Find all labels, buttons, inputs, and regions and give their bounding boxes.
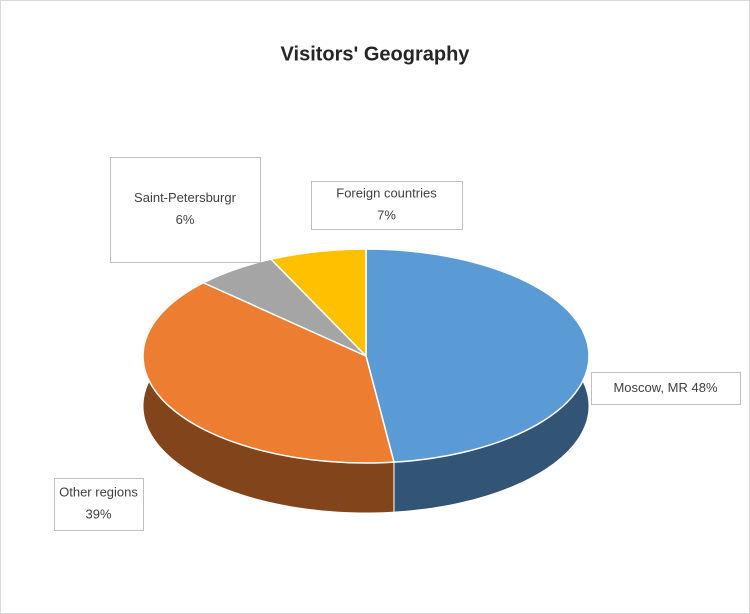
- data-label: Saint-Petersburgr 6%: [110, 157, 261, 263]
- label-box: [311, 181, 463, 230]
- slice: [142, 281, 395, 464]
- label-box: [54, 478, 144, 531]
- chart-title: Visitors' Geography: [281, 43, 471, 65]
- label-value: 39%: [85, 506, 111, 521]
- label-value: 7%: [377, 207, 396, 222]
- label-box: [110, 157, 261, 263]
- label-text: Moscow, MR 48%: [613, 380, 717, 395]
- label-category: Saint-Petersburgr: [134, 190, 237, 205]
- data-label: Moscow, MR 48%: [591, 372, 741, 405]
- label-category: Foreign countries: [336, 185, 437, 200]
- slice: [365, 248, 590, 463]
- label-value: 48%: [692, 380, 718, 395]
- data-label: Foreign countries 7%: [311, 181, 463, 230]
- pie-tops: [142, 248, 590, 464]
- label-box: [591, 372, 741, 405]
- data-label: Other regions 39%: [54, 478, 144, 531]
- label-category: Other regions: [59, 484, 138, 499]
- slice: [269, 248, 367, 358]
- label-value: 6%: [176, 212, 195, 227]
- label-category: Moscow, MR: [613, 380, 687, 395]
